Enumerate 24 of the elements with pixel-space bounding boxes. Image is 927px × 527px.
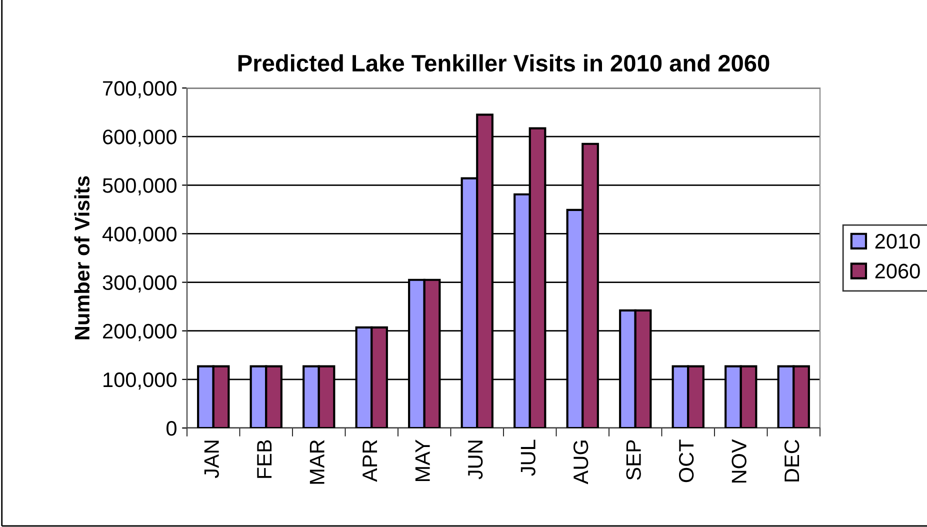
x-tick-label: JUL: [520, 440, 536, 476]
legend-label: 2060: [875, 264, 920, 279]
x-tick-label: FEB: [257, 440, 272, 478]
y-tick-label: 200,000: [103, 324, 176, 342]
y-tick-label: 600,000: [103, 130, 176, 147]
chart-title: Predicted Lake Tenkiller Visits in 2010 and 2060: [238, 54, 770, 72]
y-axis-title: Number of Visits: [74, 176, 90, 340]
x-tick-label: OCT: [678, 440, 694, 482]
x-tick-label: AUG: [573, 440, 588, 484]
x-tick-label: APR: [362, 440, 378, 482]
y-tick-label: 500,000: [102, 178, 176, 196]
y-tick-label: 700,000: [103, 81, 176, 98]
x-tick-label: JAN: [204, 440, 219, 478]
x-tick-label: SEP: [626, 440, 641, 480]
y-tick-label: 100,000: [104, 372, 176, 390]
y-tick-label: 300,000: [102, 275, 176, 292]
x-tick-label: MAY: [415, 440, 430, 482]
y-tick-label: 0: [166, 421, 176, 436]
legend-label: 2010: [875, 234, 920, 249]
x-tick-label: MAR: [310, 440, 324, 484]
y-tick-label: 400,000: [102, 226, 176, 244]
x-tick-label: NOV: [732, 439, 746, 483]
x-tick-label: DEC: [784, 440, 800, 482]
x-tick-label: JUN: [468, 440, 483, 480]
